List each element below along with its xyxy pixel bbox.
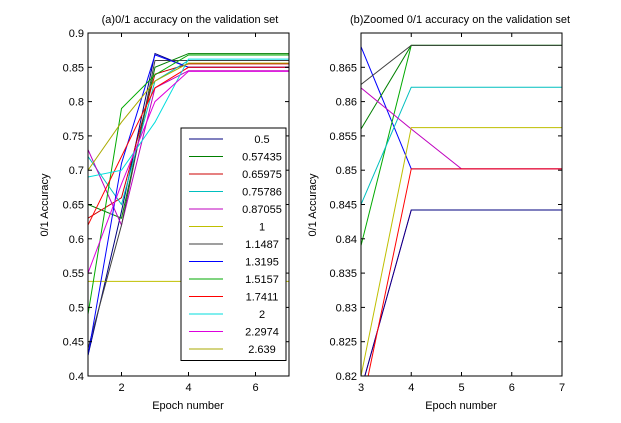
chart-b-y-tick-label: 0.825 [329,337,357,349]
chart-a-y-tick-label: 0.9 [69,28,84,40]
chart-b-y-tick-label: 0.835 [329,268,357,280]
chart-b-title: (b)Zoomed 0/1 accuracy on the validation… [350,14,570,26]
chart-b-ylabel: 0/1 Accuracy [307,173,319,236]
chart-a-x-tick-label: 2 [118,382,124,394]
legend-entry-label: 0.65975 [242,169,282,181]
chart-a: (a)0/1 accuracy on the validation set 2 4… [39,14,290,412]
chart-b-ticks: 3 4 5 6 7 0.82 0.825 0.83 0.835 0.84 0.845 0.85 0.85… [329,33,565,394]
chart-a-series-line-13 [88,62,289,171]
chart-a-y-tick-label: 0.8 [69,97,84,109]
chart-b-y-tick-label: 0.865 [329,62,357,74]
legend-entry-label: 1.3195 [245,257,279,269]
legend-entry-label: 0.57435 [242,152,282,164]
chart-b-x-tick-label: 7 [559,382,565,394]
chart-a-series-line-2 [88,53,289,219]
chart-a-y-tick-label: 0.7 [69,165,84,177]
legend-entry-label: 2.639 [248,344,276,356]
chart-a-y-tick-label: 0.85 [63,62,84,74]
chart-b-series-line-4 [361,86,562,205]
legend-entry-label: 0.5 [254,134,269,146]
chart-a-series-line-3 [88,63,289,219]
chart-a-x-tick-label: 4 [185,382,191,394]
legend-entry-label: 1.1487 [245,239,279,251]
chart-a-y-tick-label: 0.55 [63,268,84,280]
chart-b: (b)Zoomed 0/1 accuracy on the validation… [307,14,570,412]
legend-entry-label: 1.5157 [245,274,279,286]
chart-a-y-tick-label: 0.45 [63,337,84,349]
chart-b-series-group [361,44,562,376]
chart-b-series-line-10 [367,168,562,376]
chart-b-y-tick-label: 0.84 [336,234,357,246]
chart-a-xlabel: Epoch number [152,400,224,412]
legend-entry-label: 0.87055 [242,204,282,216]
chart-a-y-tick-label: 0.5 [69,302,84,314]
chart-a-title: (a)0/1 accuracy on the validation set [102,14,279,26]
chart-a-y-tick-label: 0.65 [63,200,84,212]
chart-a-y-tick-label: 0.4 [69,371,84,383]
legend-entry-label: 2.2974 [245,327,279,339]
chart-b-y-tick-label: 0.845 [329,200,357,212]
chart-a-ylabel: 0/1 Accuracy [39,173,51,236]
chart-a-series-line-7 [88,59,289,349]
chart-a-legend: 0.5 0.57435 0.65975 0.75786 0.87055 1 1.1487 1.… [180,127,287,361]
legend-entry-label: 1.7411 [246,292,279,304]
legend-entry-label: 0.75786 [242,187,282,199]
chart-b-x-tick-label: 5 [458,382,464,394]
chart-b-x-tick-label: 4 [408,382,414,394]
chart-b-series-line-9 [364,209,562,376]
chart-b-y-tick-label: 0.855 [329,131,357,143]
chart-a-series-line-11 [88,58,289,178]
chart-a-x-tick-label: 6 [252,382,258,394]
chart-a-y-tick-label: 0.6 [69,234,84,246]
chart-a-series-line-10 [88,66,289,226]
chart-b-series-line-7 [361,127,562,376]
chart-a-series-group [88,52,289,356]
chart-a-series-line-9 [88,54,289,315]
chart-b-xlabel: Epoch number [425,400,497,412]
chart-b-x-tick-label: 3 [358,382,364,394]
chart-b-y-tick-label: 0.83 [336,302,357,314]
legend-entry-label: 1 [259,222,265,234]
chart-b-y-tick-label: 0.86 [336,97,357,109]
chart-a-y-tick-label: 0.75 [63,131,84,143]
chart-b-y-tick-label: 0.85 [336,165,357,177]
chart-b-series-line-6 [361,44,562,85]
chart-a-ticks: 2 4 6 0.4 0.45 0.5 0.55 0.6 0.65 0.7 0.75 0.8 0.85 0.… [63,28,289,394]
chart-b-x-tick-label: 6 [509,382,515,394]
chart-b-y-tick-label: 0.82 [336,371,357,383]
chart-a-series-line-12 [88,70,289,274]
legend-entry-label: 2 [259,309,265,321]
chart-b-plot-area [361,33,562,376]
